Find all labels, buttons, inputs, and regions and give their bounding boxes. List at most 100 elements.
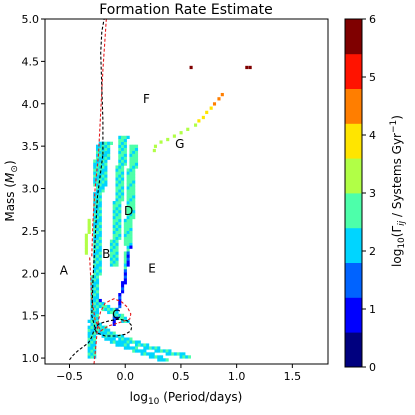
heatmap-cell (151, 346, 155, 350)
heatmap-cell (101, 153, 105, 157)
heatmap-cell (129, 224, 133, 229)
heatmap-cell (153, 144, 157, 148)
heatmap-cell (129, 153, 133, 157)
heatmap-cell (126, 171, 130, 175)
heatmap-cell (165, 358, 169, 362)
heatmap-cell (109, 248, 113, 252)
heatmap-cell (95, 233, 100, 237)
colorbar-tick-label: 3 (369, 187, 376, 200)
heatmap-cell (121, 186, 125, 190)
heatmap-cell (104, 307, 108, 312)
heatmap-cell (112, 224, 116, 229)
heatmap-cell (115, 242, 119, 246)
heatmap-cell (90, 346, 94, 350)
colorbar-segment (345, 123, 362, 159)
x-tick-label: 1.5 (284, 370, 302, 383)
heatmap-cell (98, 189, 102, 193)
heatmap-cells (84, 65, 252, 362)
heatmap-cell (126, 186, 130, 190)
heatmap-cell (109, 340, 113, 344)
heatmap-cell (179, 355, 183, 359)
heatmap-cell (98, 186, 102, 190)
heatmap-cell (123, 156, 127, 160)
heatmap-cell (146, 346, 150, 350)
x-axis-label: log10 (Period/days) (130, 390, 243, 407)
heatmap-cell (146, 352, 150, 356)
heatmap-cell (90, 331, 94, 335)
heatmap-cell (95, 224, 100, 229)
boundary-lines (69, 19, 133, 364)
heatmap-cell (129, 165, 133, 169)
heatmap-cell (98, 227, 102, 232)
heatmap-cell (104, 304, 108, 309)
heatmap-cell (126, 257, 130, 261)
heatmap-cell (126, 248, 130, 252)
heatmap-cell (118, 180, 122, 184)
heatmap-cell (126, 230, 130, 234)
heatmap-cell (101, 144, 105, 148)
heatmap-cell (179, 352, 183, 356)
heatmap-cell (107, 147, 111, 151)
region-label: A (60, 263, 69, 277)
heatmap-cell (95, 251, 100, 255)
heatmap-cell (121, 156, 125, 160)
heatmap-cell (98, 168, 102, 172)
heatmap-cell (129, 230, 133, 234)
heatmap-cell (107, 150, 111, 154)
heatmap-cell (118, 201, 122, 205)
heatmap-cell (134, 153, 139, 157)
heatmap-cell (112, 316, 116, 321)
heatmap-cell (93, 287, 97, 291)
heatmap-cell (101, 328, 105, 332)
heatmap-cell (98, 141, 102, 145)
heatmap-cell (115, 260, 119, 264)
colorbar-segment (345, 262, 362, 298)
heatmap-cell (93, 221, 97, 226)
heatmap-cell (95, 177, 100, 181)
heatmap-cell (115, 221, 119, 226)
heatmap-cell (132, 186, 136, 190)
heatmap-cell (112, 242, 116, 246)
heatmap-cell (197, 119, 201, 123)
heatmap-cell (93, 343, 97, 347)
heatmap-cell (98, 254, 102, 258)
heatmap-cell (126, 180, 130, 184)
heatmap-cell (95, 260, 100, 264)
heatmap-cell (148, 355, 152, 359)
heatmap-cell (107, 144, 111, 148)
heatmap-cell (137, 340, 141, 344)
heatmap-cell (134, 150, 139, 154)
heatmap-cell (84, 236, 88, 240)
heatmap-cell (118, 162, 122, 166)
heatmap-cell (98, 177, 102, 181)
heatmap-cell (98, 195, 102, 199)
heatmap-cell (121, 189, 125, 193)
heatmap-cell (112, 245, 116, 249)
heatmap-cell (93, 310, 97, 315)
heatmap-cell (134, 340, 139, 344)
heatmap-cell (115, 310, 119, 315)
heatmap-cell (109, 334, 113, 338)
boundary-line (91, 19, 107, 257)
heatmap-cell (93, 174, 97, 178)
heatmap-cell (115, 313, 119, 318)
heatmap-cell (129, 168, 133, 172)
heatmap-cell (90, 307, 94, 312)
region-label: D (124, 204, 133, 218)
heatmap-cell (95, 180, 100, 184)
heatmap-cell (123, 257, 127, 261)
heatmap-cell (123, 159, 127, 163)
heatmap-cell (115, 248, 119, 252)
heatmap-cell (98, 209, 102, 214)
heatmap-cell (118, 186, 122, 190)
heatmap-cell (217, 97, 221, 101)
heatmap-cell (123, 272, 127, 276)
heatmap-cell (90, 290, 94, 294)
heatmap-cell (95, 307, 100, 312)
heatmap-cell (101, 186, 105, 190)
heatmap-cell (90, 343, 94, 347)
colorbar-segment (345, 88, 362, 124)
heatmap-cell (126, 209, 130, 214)
heatmap-cell (118, 171, 122, 175)
